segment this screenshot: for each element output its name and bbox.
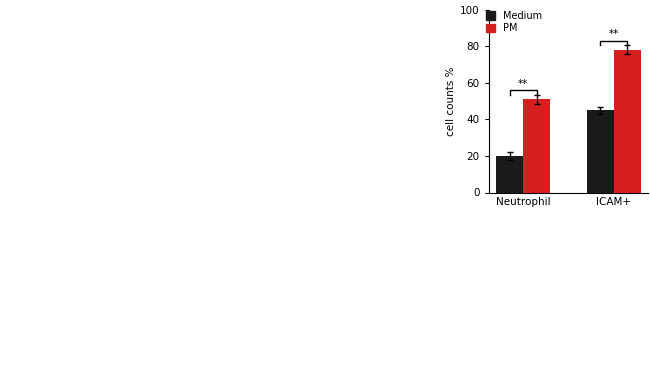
Text: **: ** [518,79,528,89]
Bar [496,156,523,192]
Bar [586,110,614,192]
Bar [614,50,641,192]
Text: **: ** [608,29,619,39]
Legend: Medium, PM: Medium, PM [486,11,542,33]
Bar [523,99,551,192]
Y-axis label: cell counts %: cell counts % [446,66,456,136]
